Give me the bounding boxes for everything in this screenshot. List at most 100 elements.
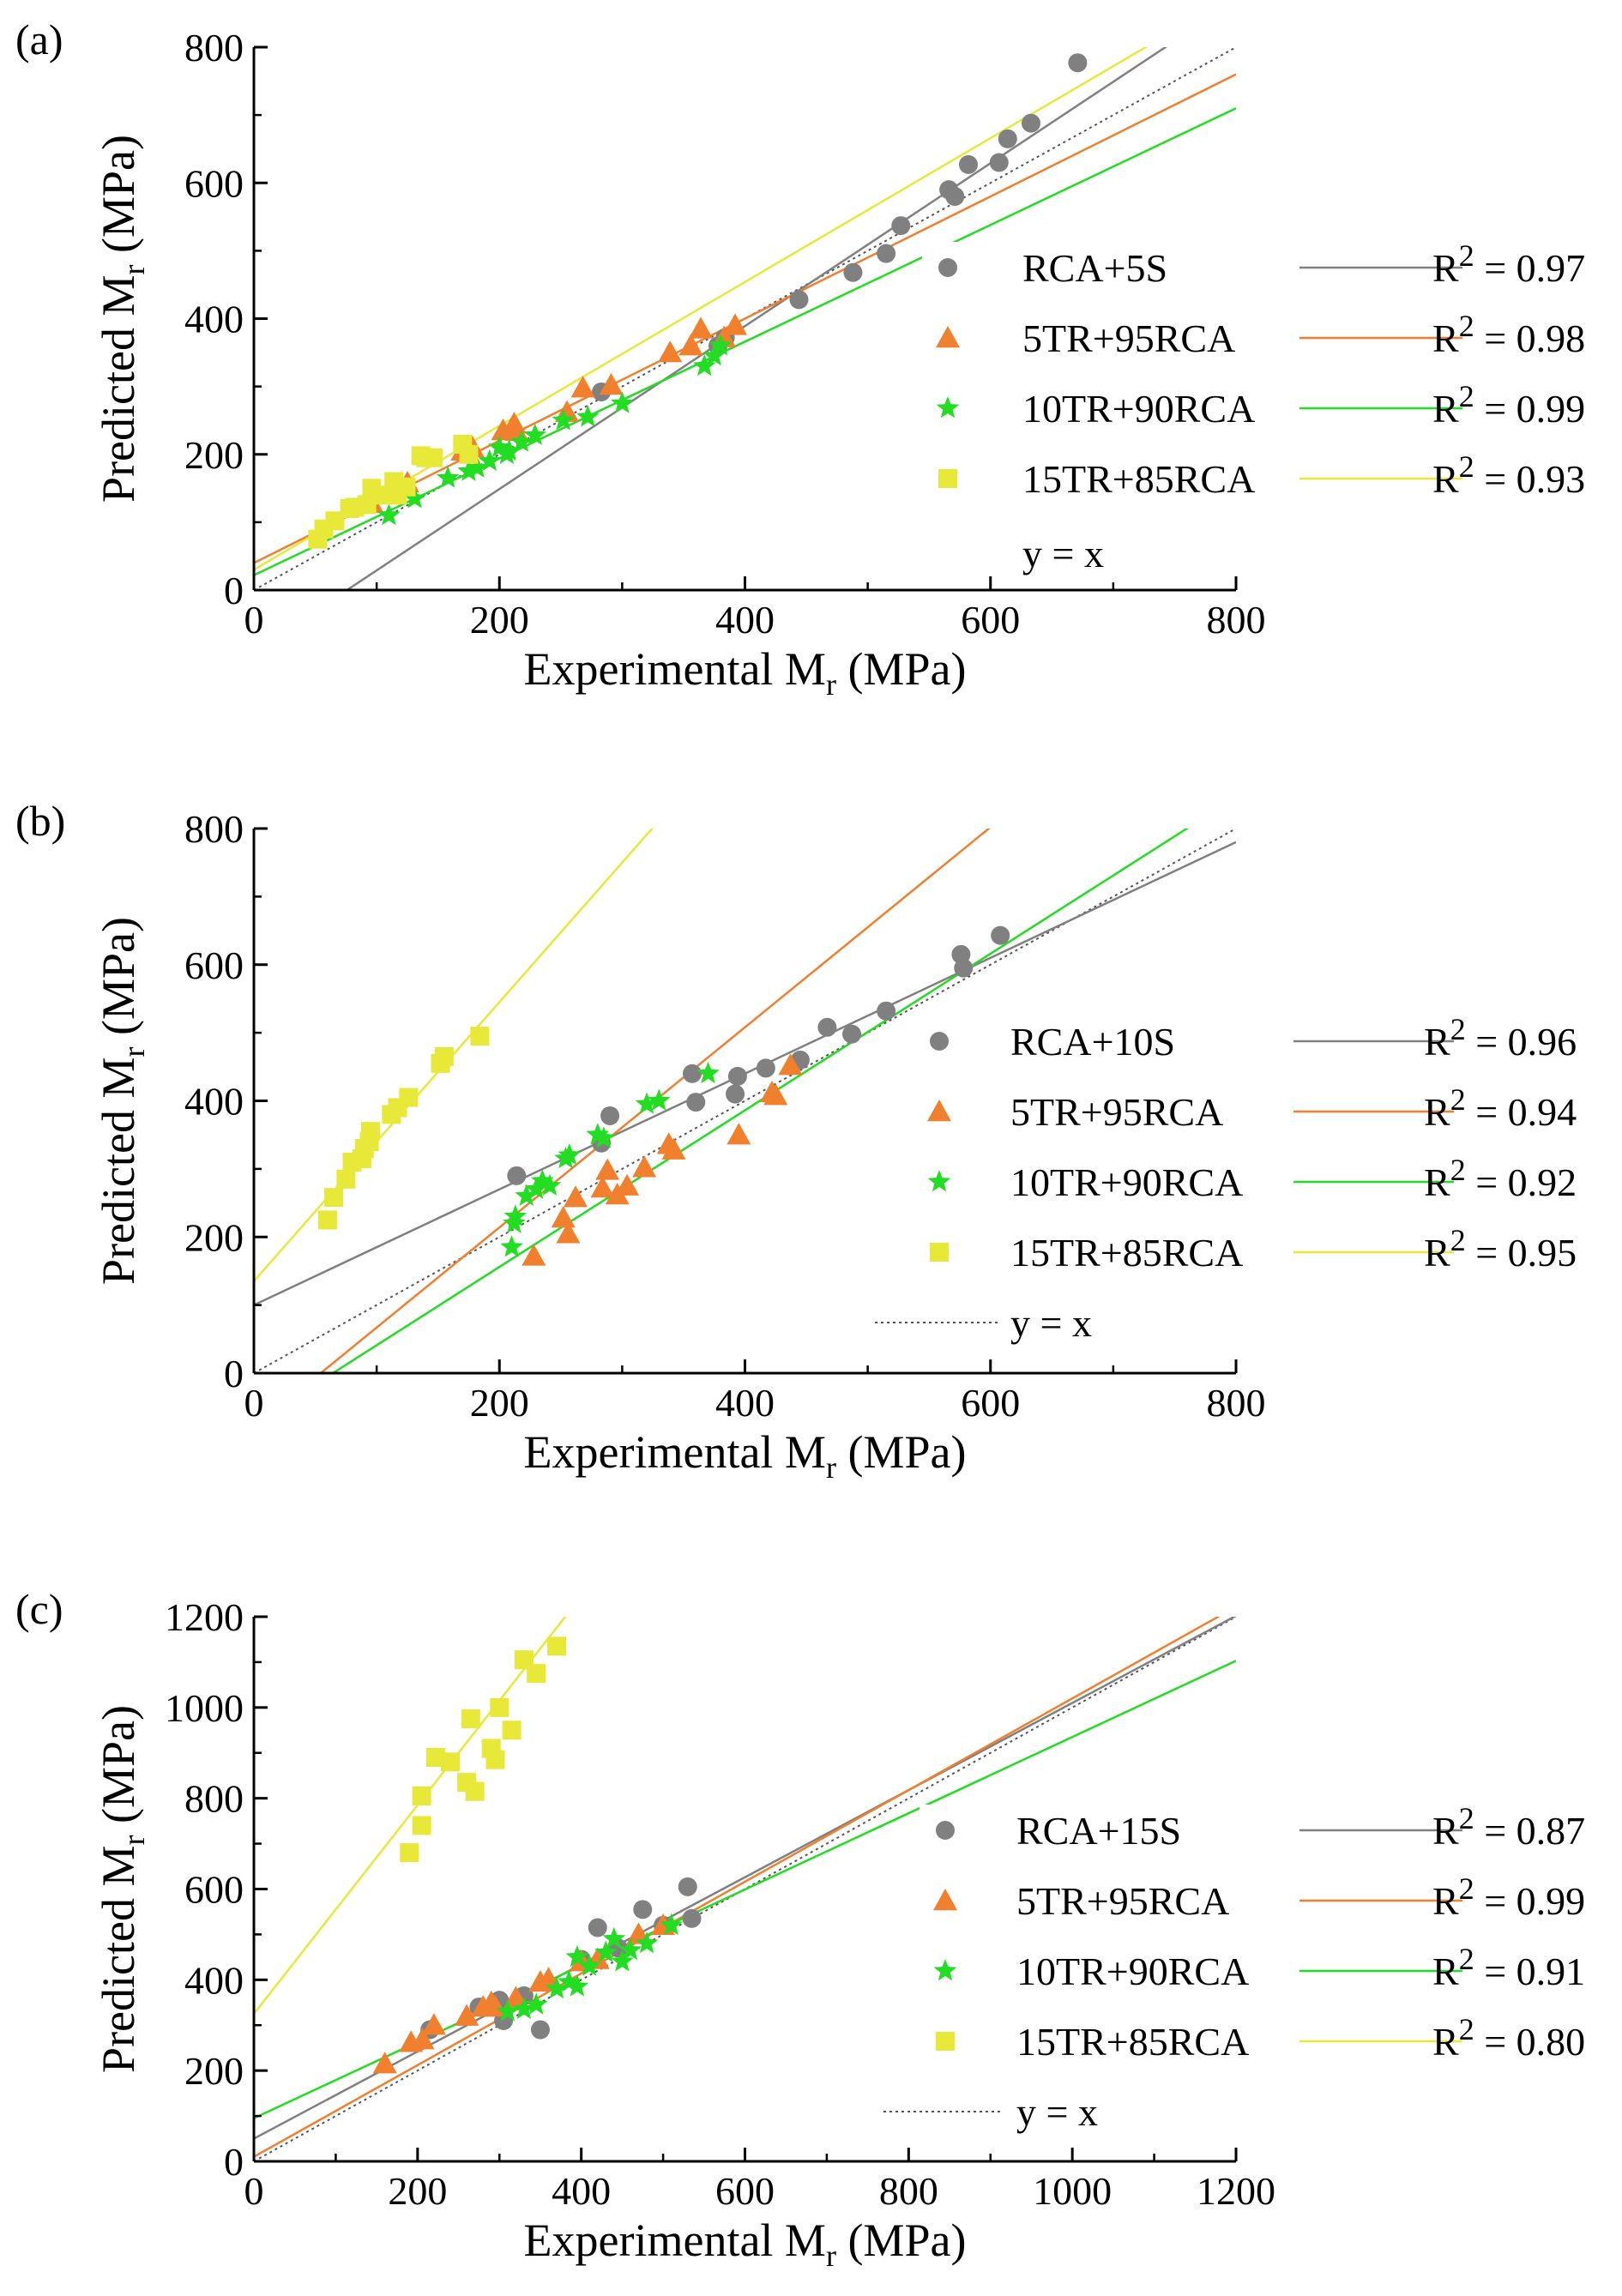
data-point-15tr-85rca: [490, 1697, 510, 1717]
panel-label: (a): [15, 15, 63, 63]
x-tick-label: 200: [470, 598, 529, 642]
data-point-15tr-85rca: [485, 1750, 505, 1769]
data-point-15tr-85rca: [441, 1752, 460, 1772]
legend-entry: 5TR+95RCA R2 = 0.98: [922, 309, 1613, 367]
data-point-5tr-95rca: [632, 1155, 657, 1178]
fit-line-5tr-95rca: [254, 73, 1236, 564]
data-point-rca-5s: [945, 187, 965, 207]
legend-label: 15TR+85RCA: [1022, 457, 1255, 501]
data-point-10tr-90rca: [552, 408, 575, 431]
legend-marker: [938, 469, 957, 488]
data-point-10tr-90rca: [577, 1954, 601, 1976]
data-point-5tr-95rca: [688, 316, 713, 339]
data-point-15tr-85rca: [502, 1720, 522, 1740]
legend-marker: [930, 1032, 949, 1051]
x-tick-label: 200: [470, 1381, 529, 1425]
data-point-rca-5s: [877, 244, 896, 263]
y-tick-label: 600: [184, 1868, 244, 1912]
data-point-10tr-90rca: [648, 1088, 671, 1111]
legend-label: RCA+15S: [1016, 1809, 1181, 1853]
legend-r2: R2 = 0.96: [1424, 1012, 1577, 1064]
fit-line-10tr-90rca: [330, 829, 1190, 1373]
data-point-10tr-90rca: [558, 1970, 581, 1992]
data-point-15tr-85rca: [324, 1188, 344, 1208]
data-point-rca-5s: [1068, 53, 1088, 73]
data-point-10tr-90rca: [602, 1926, 626, 1949]
y-tick-label: 200: [184, 2049, 244, 2093]
data-point-rca-5s: [989, 153, 1009, 172]
data-point-15tr-85rca: [357, 495, 377, 515]
y-tick-label: 0: [224, 1352, 244, 1395]
x-tick-label: 0: [244, 598, 264, 642]
x-tick-label: 200: [388, 2169, 447, 2213]
data-point-10tr-90rca: [708, 334, 733, 356]
legend-r2: R2 = 0.95: [1424, 1223, 1577, 1275]
data-point-5tr-95rca: [410, 2028, 435, 2050]
data-point-10tr-90rca: [500, 1235, 523, 1257]
y-tick-label: 400: [184, 1958, 244, 2002]
fit-line-5tr-95rca: [254, 1617, 1221, 2158]
data-point-10tr-90rca: [487, 435, 511, 458]
data-point-15tr-85rca: [465, 1781, 485, 1801]
data-point-10tr-90rca: [594, 1940, 618, 1962]
data-point-15tr-85rca: [325, 511, 345, 531]
x-tick-label: 0: [244, 2169, 264, 2213]
data-point-15tr-85rca: [399, 1088, 419, 1107]
data-point-10tr-90rca: [403, 486, 426, 509]
data-point-10tr-90rca: [660, 1913, 683, 1936]
data-point-5tr-95rca: [556, 1221, 581, 1244]
data-point-5tr-95rca: [778, 1053, 803, 1076]
data-point-10tr-90rca: [576, 405, 600, 427]
data-point-rca-15s: [633, 1900, 653, 1919]
legend-r2: R2 = 0.92: [1424, 1153, 1577, 1204]
data-point-5tr-95rca: [599, 373, 624, 395]
chart-panel-c: 0 200 400 600 800 1000 1200 0 200 400 600 800 1000 12…: [15, 1585, 1613, 2273]
data-point-5tr-95rca: [658, 340, 683, 363]
data-point-10tr-90rca: [478, 449, 502, 471]
data-point-15tr-85rca: [461, 1709, 480, 1729]
data-point-10tr-90rca: [538, 1173, 562, 1196]
data-point-5tr-95rca: [522, 1244, 546, 1266]
data-point-rca-10s: [817, 1017, 837, 1037]
x-tick-label: 1200: [1197, 2169, 1275, 2213]
legend-identity-label: y = x: [1010, 1301, 1092, 1345]
data-point-5tr-95rca: [421, 2013, 446, 2035]
data-point-10tr-90rca: [565, 1974, 589, 1997]
data-point-5tr-95rca: [595, 1158, 620, 1180]
data-point-rca-5s: [958, 154, 978, 174]
chart-panel-a: 0 200 400 600 800 0 200 400 600 800 Experimental M…: [15, 15, 1613, 702]
data-point-10tr-90rca: [466, 455, 489, 478]
data-point-5tr-95rca: [563, 1185, 588, 1208]
fit-line-15tr-85rca: [254, 47, 1149, 571]
data-point-10tr-90rca: [618, 1937, 642, 1961]
legend-marker: [936, 326, 960, 348]
data-point-10tr-90rca: [512, 1997, 536, 2020]
data-point-10tr-90rca: [586, 1123, 610, 1145]
y-tick-label: 600: [184, 161, 244, 205]
data-point-10tr-90rca: [457, 459, 480, 481]
data-point-5tr-95rca: [455, 2004, 479, 2026]
legend-marker: [936, 1821, 955, 1840]
data-point-10tr-90rca: [496, 1999, 520, 2022]
x-axis-title: Experimental Mr (MPa): [524, 1426, 967, 1485]
y-tick-label: 1200: [165, 1595, 244, 1639]
x-tick-label: 400: [715, 1381, 775, 1425]
legend-marker: [936, 396, 960, 419]
data-point-5tr-95rca: [678, 334, 703, 356]
data-point-rca-10s: [991, 925, 1010, 945]
data-point-rca-10s: [600, 1106, 620, 1125]
y-axis-title: Predicted Mr (MPa): [93, 135, 151, 503]
data-point-15tr-85rca: [412, 1787, 431, 1806]
legend-entry: 15TR+85RCA R2 = 0.95: [914, 1223, 1613, 1281]
y-tick-label: 800: [184, 26, 244, 69]
legend-label: RCA+5S: [1022, 246, 1167, 290]
data-point-5tr-95rca: [763, 1083, 788, 1106]
data-point-rca-10s: [682, 1064, 702, 1083]
y-tick-label: 0: [224, 569, 244, 612]
data-point-15tr-85rca: [459, 444, 479, 464]
data-point-15tr-85rca: [396, 477, 416, 497]
legend-r2: R2 = 0.94: [1424, 1082, 1577, 1134]
data-point-rca-15s: [678, 1877, 697, 1896]
identity-line: [254, 1617, 1236, 2161]
